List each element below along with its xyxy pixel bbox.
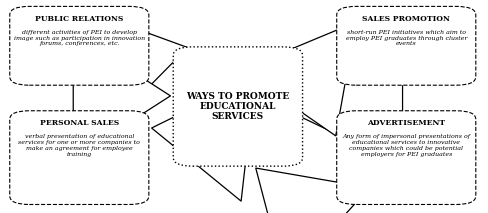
Text: PERSONAL SALES: PERSONAL SALES xyxy=(40,119,119,127)
Text: PUBLIC RELATIONS: PUBLIC RELATIONS xyxy=(35,15,123,23)
Text: verbal presentation of educational
services for one or more companies to
make an: verbal presentation of educational servi… xyxy=(19,134,140,157)
Text: SALES PROMOTION: SALES PROMOTION xyxy=(362,15,450,23)
Text: different activities of PEI to develop
image such as participation in innovation: different activities of PEI to develop i… xyxy=(14,30,145,46)
Text: WAYS TO PROMOTE
EDUCATIONAL
SERVICES: WAYS TO PROMOTE EDUCATIONAL SERVICES xyxy=(186,92,289,121)
Text: ADVERTISEMENT: ADVERTISEMENT xyxy=(367,119,446,127)
Text: short-run PEI initiatives which aim to
employ PEI graduates through cluster
even: short-run PEI initiatives which aim to e… xyxy=(346,30,467,46)
FancyBboxPatch shape xyxy=(337,111,476,204)
FancyBboxPatch shape xyxy=(10,111,149,204)
FancyBboxPatch shape xyxy=(337,6,476,85)
FancyBboxPatch shape xyxy=(10,6,149,85)
Text: Any form of impersonal presentations of
educational services to innovative
compa: Any form of impersonal presentations of … xyxy=(342,134,470,157)
FancyBboxPatch shape xyxy=(173,47,303,166)
